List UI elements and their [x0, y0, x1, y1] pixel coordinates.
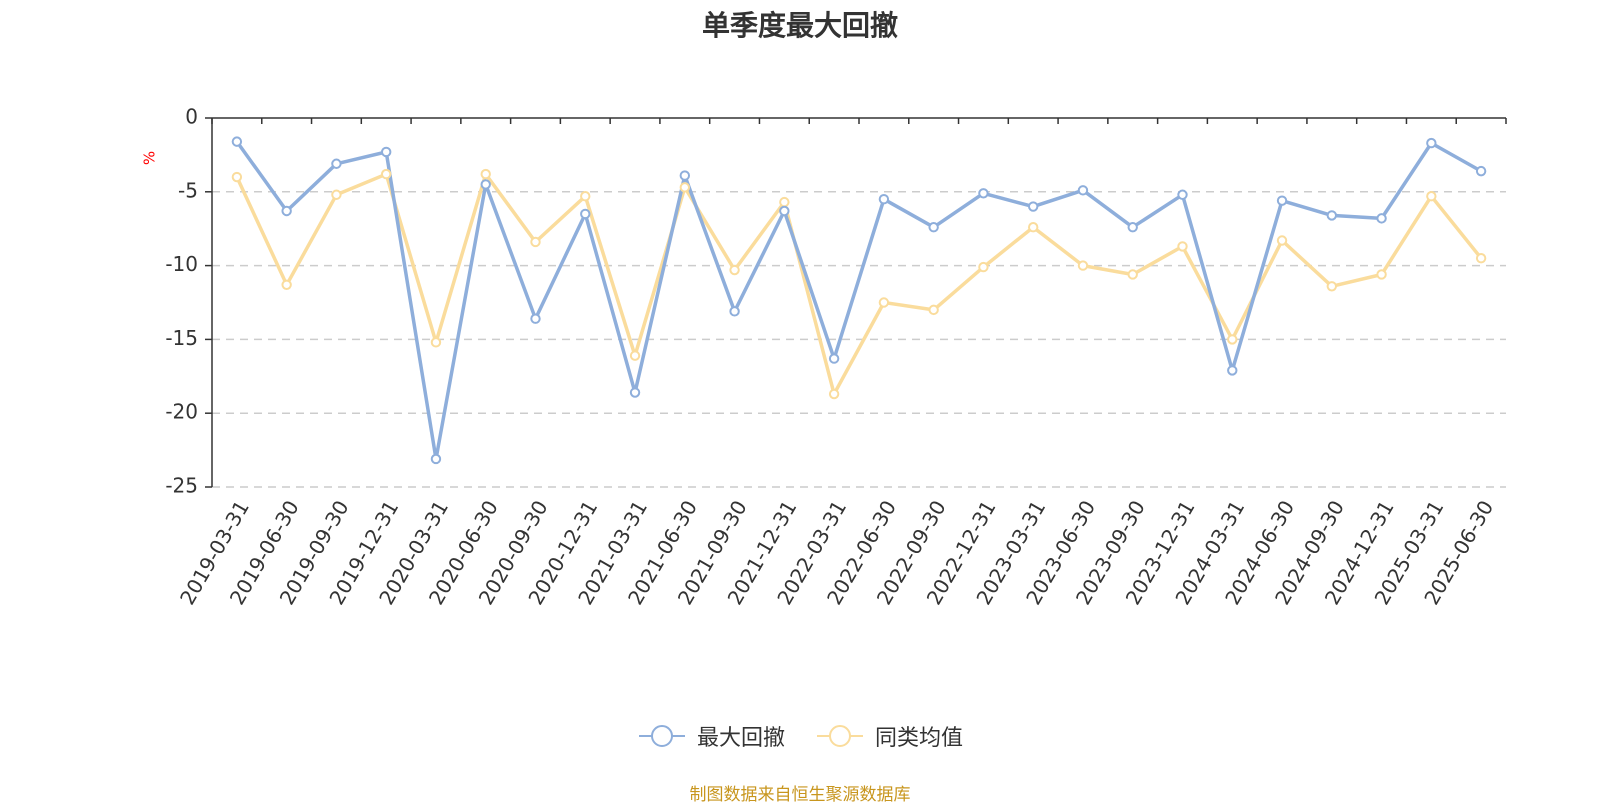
data-point-series-2[interactable] — [530, 236, 541, 248]
data-point-series-1[interactable] — [1077, 185, 1089, 196]
series-line-2 — [235, 172, 1483, 396]
legend: 最大回撤 同类均值 — [0, 720, 1600, 752]
data-point-series-1[interactable] — [281, 205, 292, 217]
y-tick-label: 0 — [185, 105, 198, 129]
data-point-series-2[interactable] — [878, 297, 890, 308]
data-point-series-2[interactable] — [779, 196, 790, 208]
data-point-series-1[interactable] — [1426, 137, 1437, 149]
data-point-series-1[interactable] — [928, 222, 939, 233]
data-point-series-1[interactable] — [430, 453, 442, 465]
data-point-series-2[interactable] — [1376, 269, 1387, 280]
y-axis-unit-label: % — [141, 151, 159, 165]
data-point-series-1[interactable] — [978, 188, 989, 199]
data-point-series-2[interactable] — [1227, 334, 1238, 345]
data-point-series-1[interactable] — [1326, 210, 1338, 221]
data-point-series-1[interactable] — [480, 179, 491, 190]
data-point-series-1[interactable] — [331, 158, 342, 169]
data-point-series-1[interactable] — [1376, 213, 1387, 224]
data-point-series-2[interactable] — [1077, 260, 1089, 271]
data-point-series-1[interactable] — [580, 208, 591, 220]
data-points — [231, 136, 1487, 465]
y-tick-label: -25 — [165, 474, 198, 498]
legend-item-series-1[interactable]: 最大回撤 — [637, 720, 785, 752]
y-tick-label: -15 — [165, 326, 198, 350]
line-chart: 0-5-10-15-20-252019-03-312019-06-302019-… — [141, 105, 1507, 609]
source-note: 制图数据来自恒生聚源数据库 — [689, 785, 911, 805]
data-point-series-2[interactable] — [281, 279, 292, 290]
y-tick-label: -10 — [165, 252, 198, 276]
data-point-series-1[interactable] — [679, 170, 691, 181]
y-tick-label: -5 — [178, 178, 198, 202]
data-point-series-2[interactable] — [580, 191, 591, 202]
data-point-series-2[interactable] — [231, 171, 243, 183]
data-point-series-1[interactable] — [828, 353, 840, 364]
data-point-series-1[interactable] — [530, 313, 541, 324]
data-point-series-2[interactable] — [679, 182, 691, 193]
data-point-series-2[interactable] — [629, 350, 641, 361]
data-point-series-1[interactable] — [1276, 195, 1288, 206]
data-point-series-2[interactable] — [1177, 241, 1188, 252]
data-point-series-2[interactable] — [480, 168, 491, 180]
data-point-series-2[interactable] — [430, 337, 442, 348]
data-point-series-2[interactable] — [928, 304, 939, 316]
data-point-series-1[interactable] — [1127, 222, 1138, 233]
data-point-series-1[interactable] — [629, 387, 641, 398]
chart-title: 单季度最大回撤 — [701, 9, 898, 42]
data-point-series-1[interactable] — [729, 306, 740, 317]
data-point-series-2[interactable] — [331, 189, 342, 200]
data-point-series-2[interactable] — [828, 388, 840, 400]
data-point-series-2[interactable] — [1276, 235, 1288, 246]
data-point-series-1[interactable] — [1027, 201, 1039, 212]
data-point-series-1[interactable] — [231, 136, 243, 147]
data-point-series-1[interactable] — [1227, 365, 1238, 376]
series-line-1 — [235, 139, 1483, 461]
data-point-series-2[interactable] — [1326, 281, 1338, 292]
legend-item-series-2[interactable]: 同类均值 — [815, 720, 963, 752]
data-point-series-1[interactable] — [380, 146, 392, 158]
y-tick-label: -20 — [165, 400, 198, 424]
legend-line-circle-icon — [638, 725, 685, 747]
data-point-series-1[interactable] — [1177, 189, 1188, 200]
data-point-series-2[interactable] — [729, 264, 740, 276]
data-point-series-1[interactable] — [878, 193, 890, 205]
legend-label-series-1: 最大回撤 — [696, 726, 785, 751]
data-point-series-2[interactable] — [1027, 222, 1039, 233]
series-lines — [235, 139, 1483, 461]
data-point-series-1[interactable] — [779, 205, 790, 217]
data-point-series-2[interactable] — [1426, 191, 1437, 202]
data-point-series-2[interactable] — [978, 261, 989, 273]
data-point-series-2[interactable] — [380, 168, 392, 180]
legend-line-circle-icon — [817, 725, 863, 747]
data-point-series-2[interactable] — [1475, 253, 1487, 264]
data-point-series-1[interactable] — [1475, 165, 1487, 177]
data-point-series-2[interactable] — [1127, 269, 1138, 280]
legend-label-series-2: 同类均值 — [875, 726, 964, 751]
